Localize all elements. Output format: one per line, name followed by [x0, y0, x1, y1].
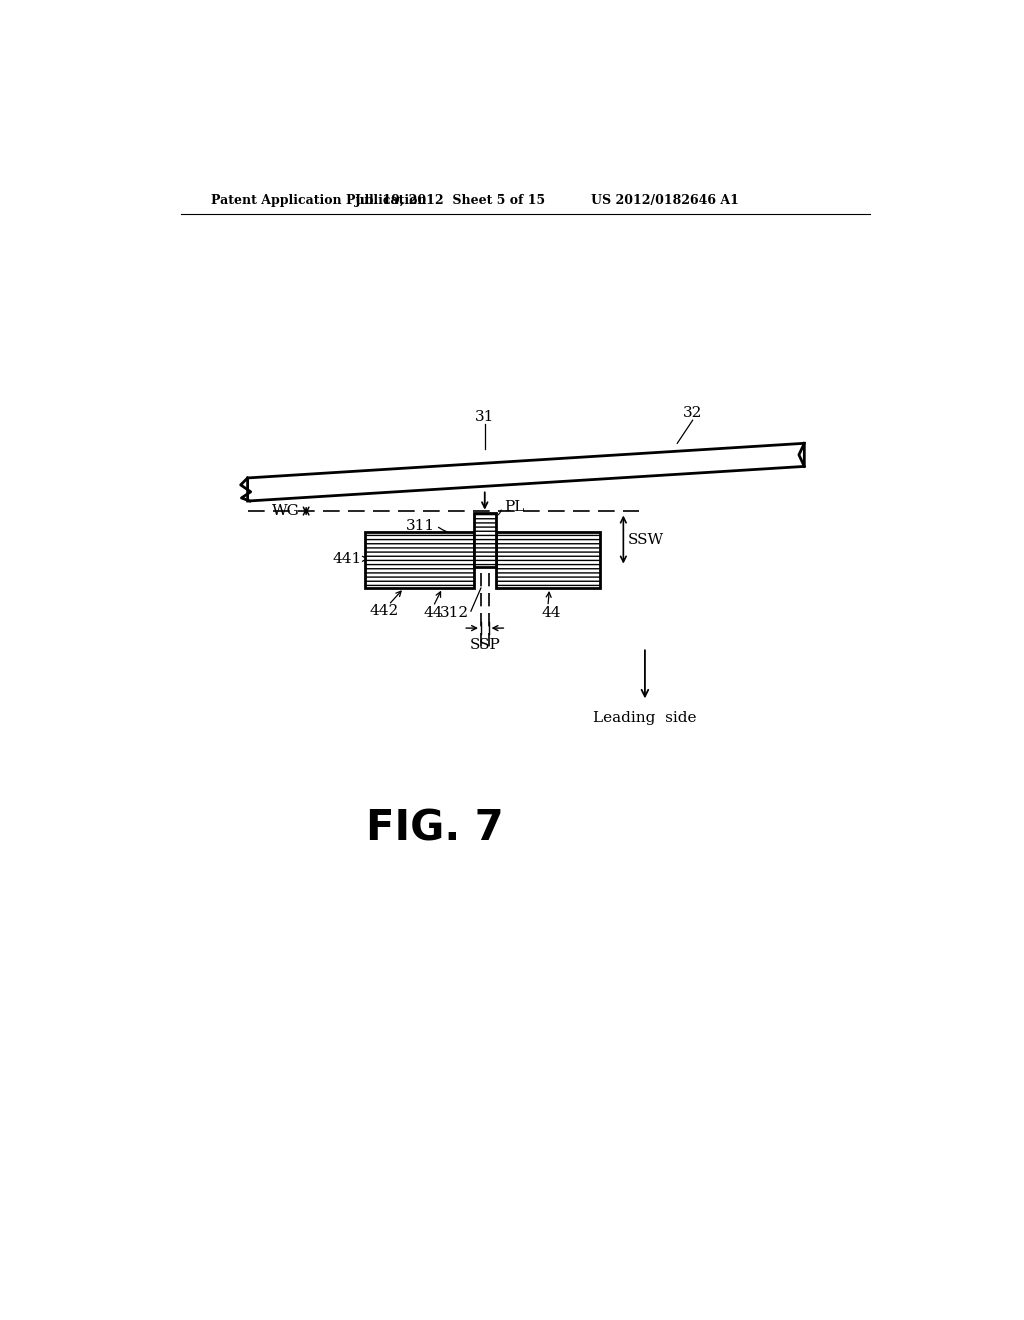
- Text: 44: 44: [542, 606, 561, 619]
- Text: FIG. 7: FIG. 7: [366, 808, 504, 849]
- Text: 31: 31: [475, 411, 495, 424]
- Text: 311: 311: [406, 519, 435, 533]
- Polygon shape: [248, 444, 804, 502]
- Text: 441: 441: [333, 552, 361, 566]
- Text: Jul. 19, 2012  Sheet 5 of 15: Jul. 19, 2012 Sheet 5 of 15: [354, 194, 546, 207]
- Text: PL: PL: [504, 500, 524, 515]
- Text: 312: 312: [440, 606, 469, 619]
- Bar: [496, 532, 600, 589]
- Text: SSW: SSW: [628, 532, 665, 546]
- Bar: [366, 532, 474, 589]
- Text: 442: 442: [370, 605, 398, 618]
- Text: 32: 32: [683, 407, 702, 420]
- Text: SSP: SSP: [469, 638, 500, 652]
- Text: WG: WG: [272, 504, 300, 517]
- Text: Patent Application Publication: Patent Application Publication: [211, 194, 427, 207]
- Text: US 2012/0182646 A1: US 2012/0182646 A1: [591, 194, 739, 207]
- Text: 44: 44: [423, 606, 442, 619]
- Bar: [474, 512, 496, 566]
- Text: Leading  side: Leading side: [593, 711, 696, 725]
